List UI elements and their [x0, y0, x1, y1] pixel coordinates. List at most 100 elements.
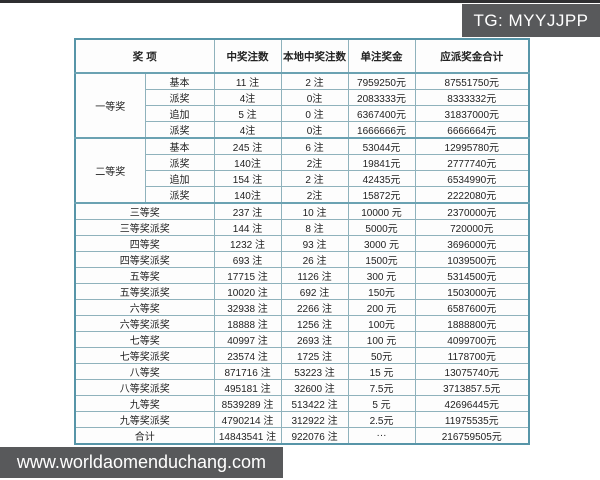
total-cell: 42696445元 — [414, 395, 530, 412]
per-bet-cell: 19841元 — [347, 154, 416, 171]
total-cell: 6534990元 — [414, 170, 530, 187]
per-bet-cell: 10000 元 — [347, 202, 416, 220]
top-edge-strip — [0, 0, 600, 3]
per-bet-cell: 5000元 — [347, 219, 416, 236]
bets-cell: 10020 注 — [213, 283, 282, 300]
table-row: 派奖 140注 2注 19841元 2777740元 — [75, 154, 530, 171]
prize-name: 合计 — [74, 427, 215, 445]
total-cell: 1888800元 — [414, 315, 530, 332]
table-row: 四等奖 1232 注 93 注 3000 元 3696000元 — [74, 235, 530, 252]
per-bet-cell: 50元 — [347, 347, 416, 364]
per-bet-cell: 3000 元 — [347, 235, 416, 252]
table-row: 三等奖派奖 144 注 8 注 5000元 720000元 — [74, 219, 530, 236]
bets-cell: 18888 注 — [213, 315, 282, 332]
per-bet-cell: 42435元 — [347, 170, 416, 187]
prize-name: 四等奖 — [74, 235, 215, 252]
bets-cell: 8539289 注 — [213, 395, 282, 412]
local-bets-cell: 2 注 — [280, 72, 349, 90]
total-cell: 4099700元 — [414, 331, 530, 348]
per-bet-cell: 100元 — [347, 315, 416, 332]
prize-subtype: 追加 — [144, 105, 215, 122]
table-row: 七等奖 40997 注 2693 注 100 元 4099700元 — [74, 331, 530, 348]
table-row: 追加 154 注 2 注 42435元 6534990元 — [75, 170, 530, 187]
total-cell: 2370000元 — [414, 202, 530, 220]
local-bets-cell: 692 注 — [280, 283, 349, 300]
local-bets-cell: 2注 — [280, 186, 349, 204]
total-cell: 1039500元 — [414, 251, 530, 268]
local-bets-cell: 513422 注 — [280, 395, 349, 412]
bets-cell: 245 注 — [213, 137, 282, 155]
total-cell: 5314500元 — [414, 267, 530, 284]
prize-subtype: 派奖 — [144, 89, 215, 106]
local-bets-cell: 8 注 — [280, 219, 349, 236]
prize-name: 八等奖派奖 — [74, 379, 215, 396]
total-cell: 6587600元 — [414, 299, 530, 316]
per-bet-cell: 2083333元 — [347, 89, 416, 106]
per-bet-cell: 200 元 — [347, 299, 416, 316]
local-bets-cell: 2 注 — [280, 170, 349, 187]
local-bets-cell: 53223 注 — [280, 363, 349, 380]
prize-name: 六等奖派奖 — [74, 315, 215, 332]
bets-cell: 40997 注 — [213, 331, 282, 348]
local-bets-cell: 2注 — [280, 154, 349, 171]
total-cell: 720000元 — [414, 219, 530, 236]
total-cell: 216759505元 — [414, 427, 530, 445]
local-bets-cell: 10 注 — [280, 202, 349, 220]
local-bets-cell: 1725 注 — [280, 347, 349, 364]
table-row: 派奖 4注 0注 2083333元 8333332元 — [75, 89, 530, 106]
tg-badge: TG: MYYJJPP — [462, 4, 600, 37]
local-bets-cell: 32600 注 — [280, 379, 349, 396]
table-row-total: 合计 14843541 注 922076 注 ··· 216759505元 — [74, 427, 530, 445]
total-cell: 8333332元 — [414, 89, 530, 106]
table-row: 九等奖 8539289 注 513422 注 5 元 42696445元 — [74, 395, 530, 412]
total-cell: 11975535元 — [414, 411, 530, 428]
total-cell: 1503000元 — [414, 283, 530, 300]
local-bets-cell: 0 注 — [280, 105, 349, 122]
local-bets-cell: 6 注 — [280, 137, 349, 155]
local-bets-cell: 0注 — [280, 121, 349, 139]
table-row: 二等奖 基本 245 注 6 注 53044元 12995780元 — [74, 137, 530, 204]
local-bets-cell: 2693 注 — [280, 331, 349, 348]
total-cell: 1178700元 — [414, 347, 530, 364]
bets-cell: 693 注 — [213, 251, 282, 268]
per-bet-cell: 15872元 — [347, 186, 416, 204]
local-bets-cell: 1126 注 — [280, 267, 349, 284]
per-bet-cell: ··· — [347, 427, 416, 445]
total-cell: 2222080元 — [414, 186, 530, 204]
total-cell: 87551750元 — [414, 72, 530, 90]
bets-cell: 144 注 — [213, 219, 282, 236]
total-cell: 13075740元 — [414, 363, 530, 380]
header-local-winning-bets: 本地中奖注数 — [280, 38, 349, 74]
local-bets-cell: 26 注 — [280, 251, 349, 268]
table-row: 五等奖派奖 10020 注 692 注 150元 1503000元 — [74, 283, 530, 300]
table-row: 九等奖派奖 4790214 注 312922 注 2.5元 11975535元 — [74, 411, 530, 428]
per-bet-cell: 15 元 — [347, 363, 416, 380]
prize-name: 五等奖 — [74, 267, 215, 284]
total-cell: 12995780元 — [414, 137, 530, 155]
prize-breakdown-table: 奖 项 中奖注数 本地中奖注数 单注奖金 应派奖金合计 一等奖 基本 11 注 … — [74, 38, 531, 445]
watermark-bar: www.worldaomenduchang.com — [0, 447, 283, 478]
prize-name: 九等奖 — [74, 395, 215, 412]
bets-cell: 11 注 — [213, 72, 282, 90]
prize-subtype: 派奖 — [144, 121, 215, 139]
local-bets-cell: 922076 注 — [280, 427, 349, 445]
table-row: 一等奖 基本 11 注 2 注 7959250元 87551750元 — [74, 72, 530, 139]
prize-name: 六等奖 — [74, 299, 215, 316]
per-bet-cell: 150元 — [347, 283, 416, 300]
bets-cell: 4790214 注 — [213, 411, 282, 428]
prize-group-name: 一等奖 — [74, 72, 146, 139]
bets-cell: 140注 — [213, 186, 282, 204]
tg-badge-label: TG: MYYJJPP — [473, 10, 589, 30]
prize-subtype: 基本 — [144, 72, 215, 90]
prize-name: 七等奖派奖 — [74, 347, 215, 364]
prize-name: 五等奖派奖 — [74, 283, 215, 300]
bets-cell: 5 注 — [213, 105, 282, 122]
local-bets-cell: 312922 注 — [280, 411, 349, 428]
prize-name: 七等奖 — [74, 331, 215, 348]
bets-cell: 237 注 — [213, 202, 282, 220]
prize-subtype: 基本 — [144, 137, 215, 155]
local-bets-cell: 0注 — [280, 89, 349, 106]
bets-cell: 871716 注 — [213, 363, 282, 380]
bets-cell: 140注 — [213, 154, 282, 171]
bets-cell: 495181 注 — [213, 379, 282, 396]
